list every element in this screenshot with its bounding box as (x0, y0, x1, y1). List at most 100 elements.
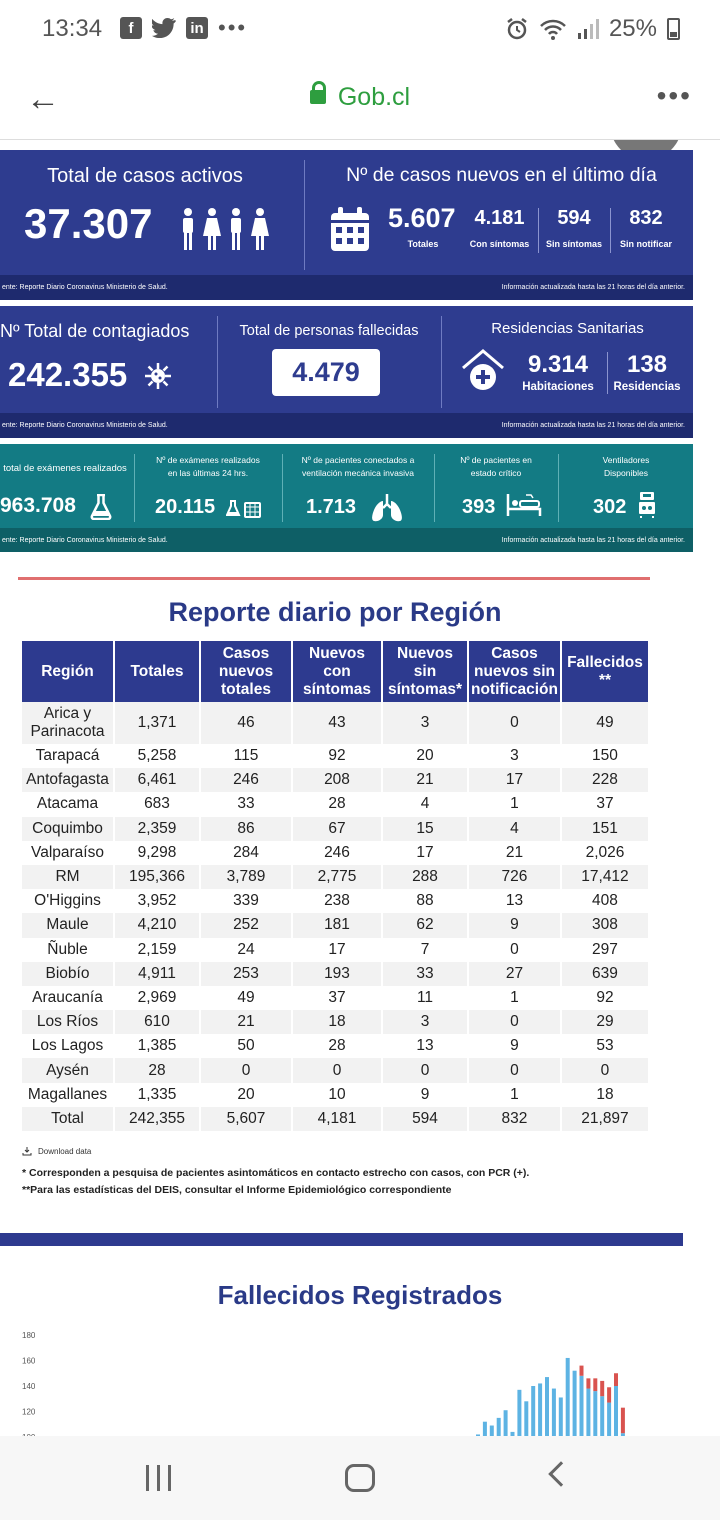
table-cell: 4 (468, 816, 562, 841)
chart-bar-segment (579, 1365, 584, 1376)
wifi-icon (540, 19, 566, 40)
new-cases-title: Nº de casos nuevos en el último día (346, 164, 657, 186)
flask-calendar-icon (226, 500, 261, 518)
active-cases-title: Total de casos activos (47, 165, 243, 187)
chart-bar (620, 1433, 625, 1436)
download-data-link[interactable]: Download data (22, 1146, 91, 1156)
col-sin-notificacion: Casos nuevos sin notificación (468, 641, 562, 702)
table-cell: 242,355 (114, 1106, 201, 1131)
chart-bar (545, 1377, 549, 1436)
home-button[interactable] (345, 1464, 375, 1492)
col-fallecidos: Fallecidos ** (560, 641, 651, 702)
table-cell: 6,461 (114, 768, 201, 793)
recent-apps-button[interactable] (146, 1465, 172, 1491)
table-cell: 18 (292, 1010, 383, 1035)
status-bar: 13:34 f in ••• 25% (0, 0, 720, 58)
table-cell: 0 (468, 937, 562, 962)
linkedin-icon: in (186, 17, 208, 39)
table-cell: 594 (382, 1106, 469, 1131)
chart-bar (614, 1386, 618, 1436)
table-cell: 4,181 (292, 1106, 383, 1131)
status-time: 13:34 (42, 15, 103, 42)
table-cell: 1 (468, 792, 562, 817)
table-cell: 0 (468, 702, 562, 744)
infected-value: 242.355 (8, 356, 128, 393)
with-symptoms-value: 4.181 (474, 207, 525, 229)
table-cell: 37 (292, 985, 383, 1011)
infected-panel: Nº Total de contagiados 242.355 Total de… (0, 306, 693, 438)
table-cell: 28 (114, 1058, 201, 1083)
deaths-chart: 180 160 140 120 100 (22, 1331, 625, 1436)
battery-icon (667, 18, 680, 40)
table-cell: 11 (382, 985, 469, 1011)
table-cell: 9,298 (114, 840, 201, 865)
back-arrow-icon[interactable]: ← (26, 80, 60, 118)
region-name-cell: Los Ríos (22, 1010, 115, 1035)
table-cell: 253 (200, 961, 293, 986)
chart-bar (593, 1391, 598, 1436)
table-cell: 5,607 (200, 1106, 293, 1131)
table-cell: 151 (560, 816, 651, 841)
panel1-footer: ente: Reporte Diario Coronavirus Ministe… (0, 275, 693, 300)
table-cell: 150 (560, 744, 651, 769)
table-cell: 0 (200, 1058, 293, 1083)
table-cell: 228 (560, 768, 651, 793)
nav-back-button[interactable] (548, 1461, 574, 1487)
residences-label: Residencias (613, 381, 681, 393)
chart-bar (586, 1388, 591, 1436)
overflow-menu-icon[interactable]: ••• (656, 80, 692, 111)
table-cell: 17 (292, 937, 383, 962)
table-cell: 0 (468, 1010, 562, 1035)
new-total-label: Totales (407, 239, 439, 249)
new-total-value: 5.607 (388, 203, 456, 233)
chart-bar-segment (586, 1378, 591, 1389)
y-tick-label: 180 (22, 1331, 36, 1340)
table-cell: 726 (468, 864, 562, 890)
table-cell: 3,952 (114, 889, 201, 914)
active-cases-value: 37.307 (24, 200, 153, 247)
table-cell: 339 (200, 889, 293, 914)
table-row: Coquimbo 2,359 86 67 15 4 151 (22, 816, 651, 841)
table-cell: 1,385 (114, 1034, 201, 1059)
table-cell: 832 (468, 1106, 562, 1131)
table-row: Araucanía 2,969 49 37 11 1 92 (22, 985, 651, 1011)
with-symptoms-label: Con síntomas (469, 239, 530, 249)
ventilation-value: 1.713 (306, 496, 357, 518)
table-cell: 3 (382, 702, 469, 744)
table-cell: 50 (200, 1034, 293, 1059)
footnote-deis: **Para las estadísticas del DEIS, consul… (22, 1184, 452, 1196)
table-cell: 639 (560, 961, 651, 986)
table-cell: 2,775 (292, 864, 383, 890)
tests-24h-value: 20.115 (155, 496, 216, 518)
region-divider-line (18, 577, 650, 580)
calendar-icon (331, 207, 369, 251)
table-cell: 0 (292, 1058, 383, 1083)
table-cell: 21,897 (560, 1106, 651, 1131)
region-name-cell: Coquimbo (22, 816, 115, 841)
url-field[interactable]: Gob.cl (0, 81, 720, 112)
table-cell: 7 (382, 937, 469, 962)
table-cell: 15 (382, 816, 469, 841)
region-name-cell: Los Lagos (22, 1034, 115, 1059)
panel2-footer: ente: Reporte Diario Coronavirus Ministe… (0, 413, 693, 438)
table-cell: 5,258 (114, 744, 201, 769)
hospital-bed-icon (506, 494, 542, 516)
table-cell: 683 (114, 792, 201, 817)
table-cell: 0 (468, 1058, 562, 1083)
active-cases-panel: Total de casos activos 37.307 Nº de caso… (0, 150, 693, 300)
chart-bar (496, 1417, 501, 1436)
chart-bar (607, 1402, 612, 1436)
table-cell: 33 (382, 961, 469, 986)
table-row: Valparaíso 9,298 284 246 17 21 2,026 (22, 840, 651, 865)
chart-bar (551, 1388, 556, 1436)
col-con-sintomas: Nuevos con síntomas (292, 641, 383, 702)
chart-bar (476, 1434, 480, 1436)
region-name-cell: Tarapacá (22, 744, 115, 769)
table-cell: 17,412 (560, 864, 651, 890)
table-cell: 33 (200, 792, 293, 817)
chart-bar (517, 1389, 522, 1436)
table-cell: 193 (292, 961, 383, 986)
table-cell: 67 (292, 816, 383, 841)
table-cell: 9 (468, 913, 562, 938)
table-cell: 1 (468, 985, 562, 1011)
